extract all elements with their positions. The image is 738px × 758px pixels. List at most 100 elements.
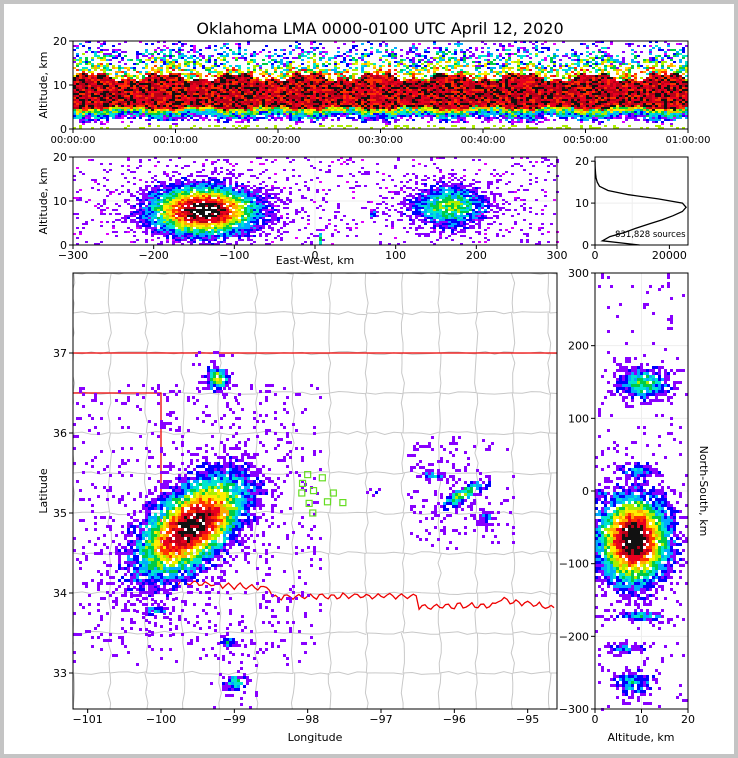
time-height-cell xyxy=(277,99,280,101)
time-height-cell xyxy=(505,107,508,109)
time-height-cell xyxy=(106,119,109,121)
time-height-cell xyxy=(451,103,454,105)
time-height-cell xyxy=(550,59,553,61)
time-height-cell xyxy=(418,107,421,109)
time-height-cell xyxy=(493,91,496,93)
time-height-cell xyxy=(355,69,358,71)
time-height-cell xyxy=(253,93,256,95)
time-height-cell xyxy=(319,105,322,107)
time-height-cell xyxy=(562,81,565,83)
time-height-cell xyxy=(484,95,487,97)
time-height-cell xyxy=(538,77,541,79)
time-height-cell xyxy=(568,89,571,91)
time-height-cell xyxy=(316,101,319,103)
time-height-cell xyxy=(544,111,547,113)
time-height-cell xyxy=(331,99,334,101)
time-height-cell xyxy=(142,81,145,83)
time-height-cell xyxy=(337,97,340,99)
time-height-cell xyxy=(292,61,295,63)
time-height-cell xyxy=(544,93,547,95)
time-height-cell xyxy=(238,51,241,53)
time-height-cell xyxy=(73,49,76,51)
time-height-cell xyxy=(358,111,361,113)
time-height-cell xyxy=(319,109,322,111)
time-height-cell xyxy=(322,117,325,119)
time-height-cell xyxy=(166,87,169,89)
time-height-cell xyxy=(91,109,94,111)
time-height-cell xyxy=(475,97,478,99)
time-height-cell xyxy=(478,93,481,95)
time-height-cell xyxy=(406,109,409,111)
time-height-cell xyxy=(286,67,289,69)
time-height-cell xyxy=(229,77,232,79)
time-height-cell xyxy=(241,127,244,129)
time-height-cell xyxy=(112,89,115,91)
time-height-cell xyxy=(187,51,190,53)
time-height-cell xyxy=(289,67,292,69)
time-height-cell xyxy=(85,41,88,43)
time-height-cell xyxy=(82,73,85,75)
time-height-cell xyxy=(526,85,529,87)
time-height-cell xyxy=(394,91,397,93)
time-height-cell xyxy=(424,65,427,67)
time-height-cell xyxy=(283,49,286,51)
time-height-cell xyxy=(400,115,403,117)
time-height-cell xyxy=(280,63,283,65)
time-height-cell xyxy=(421,101,424,103)
time-height-cell xyxy=(229,75,232,77)
time-height-cell xyxy=(145,77,148,79)
time-height-cell xyxy=(406,127,409,129)
time-height-cell xyxy=(424,85,427,87)
time-height-cell xyxy=(385,121,388,123)
time-height-cell xyxy=(121,115,124,117)
time-height-cell xyxy=(253,115,256,117)
time-height-cell xyxy=(361,97,364,99)
time-height-cell xyxy=(286,95,289,97)
time-height-cell xyxy=(379,51,382,53)
time-height-cell xyxy=(337,113,340,115)
time-height-cell xyxy=(376,105,379,107)
time-height-cell xyxy=(568,77,571,79)
time-height-cell xyxy=(97,73,100,75)
time-height-cell xyxy=(367,101,370,103)
time-height-cell xyxy=(148,73,151,75)
time-height-cell xyxy=(286,97,289,99)
time-height-cell xyxy=(379,105,382,107)
time-height-cell xyxy=(397,85,400,87)
time-height-cell xyxy=(121,93,124,95)
time-height-cell xyxy=(388,95,391,97)
time-height-cell xyxy=(334,115,337,117)
time-height-cell xyxy=(472,95,475,97)
time-height-cell xyxy=(220,117,223,119)
time-height-cell xyxy=(109,111,112,113)
time-height-cell xyxy=(139,111,142,113)
time-height-cell xyxy=(94,109,97,111)
time-height-cell xyxy=(346,95,349,97)
time-height-cell xyxy=(280,55,283,57)
time-height-cell xyxy=(478,99,481,101)
time-height-cell xyxy=(520,61,523,63)
time-height-cell xyxy=(463,97,466,99)
time-height-cell xyxy=(412,81,415,83)
time-height-cell xyxy=(412,111,415,113)
time-height-cell xyxy=(478,105,481,107)
time-height-cell xyxy=(118,69,121,71)
time-height-cell xyxy=(364,115,367,117)
time-height-cell xyxy=(520,55,523,57)
time-height-cell xyxy=(382,85,385,87)
time-height-cell xyxy=(85,99,88,101)
time-height-cell xyxy=(283,99,286,101)
time-height-cell xyxy=(262,63,265,65)
time-height-cell xyxy=(163,57,166,59)
time-height-cell xyxy=(511,83,514,85)
time-height-cell xyxy=(97,109,100,111)
time-height-cell xyxy=(301,49,304,51)
time-height-cell xyxy=(142,127,145,129)
time-height-cell xyxy=(160,97,163,99)
time-height-cell xyxy=(217,97,220,99)
time-height-cell xyxy=(334,63,337,65)
time-height-cell xyxy=(205,81,208,83)
time-height-cell xyxy=(370,47,373,49)
time-height-cell xyxy=(499,85,502,87)
time-height-cell xyxy=(322,71,325,73)
